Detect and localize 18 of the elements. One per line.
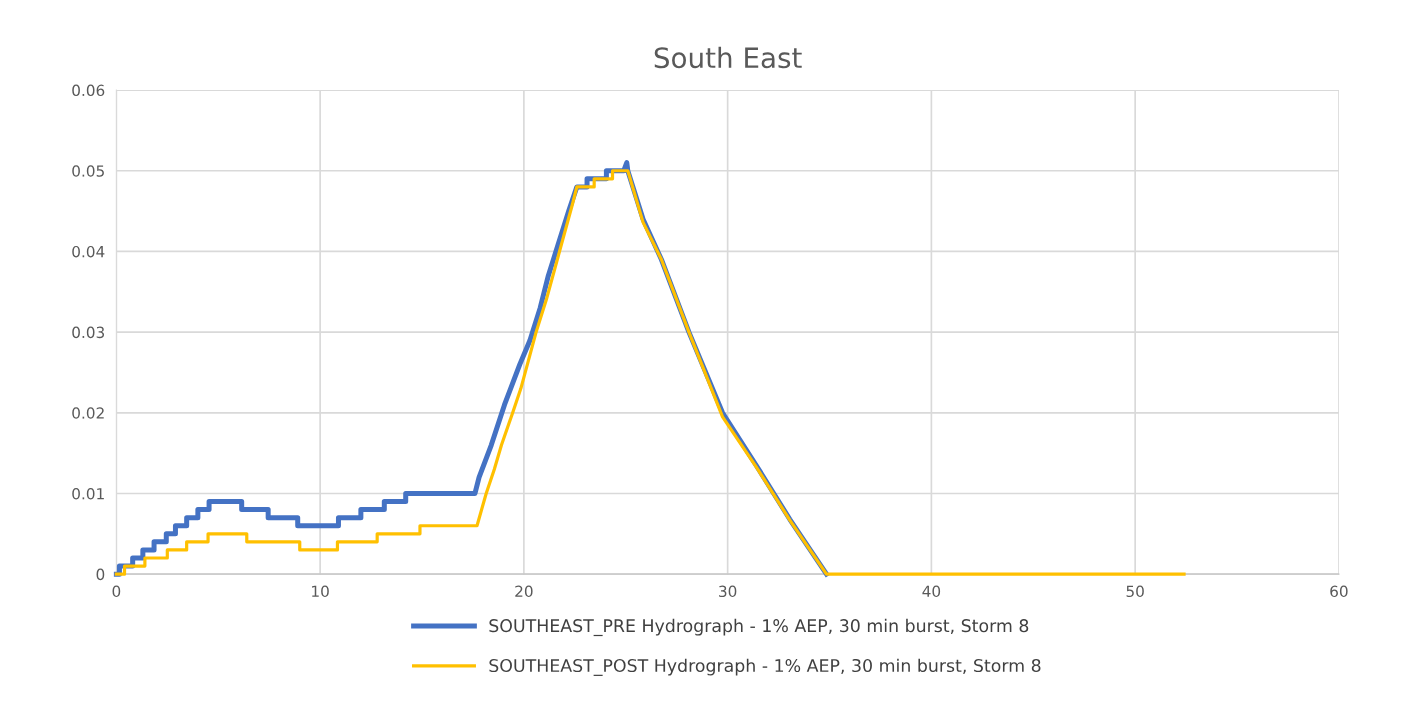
y-tick-label: 0.03 xyxy=(72,326,105,339)
y-tick-label: 0.06 xyxy=(72,84,105,97)
x-tick-label: 0 xyxy=(112,585,121,598)
x-tick-label: 50 xyxy=(1126,585,1144,598)
x-tick-label: 30 xyxy=(719,585,737,598)
legend-label: SOUTHEAST_PRE Hydrograph - 1% AEP, 30 min burst, Storm 8 xyxy=(489,618,1029,637)
x-tick-label: 10 xyxy=(312,585,329,598)
line-series xyxy=(114,169,1186,576)
y-tick-label: 0.05 xyxy=(72,165,104,177)
x-tick-label: 40 xyxy=(922,585,941,598)
chart-title: South East xyxy=(654,46,802,69)
legend-label: SOUTHEAST_POST Hydrograph - 1% AEP, 30 min burst, Storm 8 xyxy=(489,658,1041,676)
y-tick-label: 0.02 xyxy=(72,407,104,419)
x-tick-label: 20 xyxy=(515,585,533,598)
y-tick-label: 0.04 xyxy=(72,245,105,258)
y-tick-label: 0 xyxy=(96,568,105,581)
y-tick-label: 0.01 xyxy=(72,487,104,500)
x-tick-label: 60 xyxy=(1330,585,1348,598)
